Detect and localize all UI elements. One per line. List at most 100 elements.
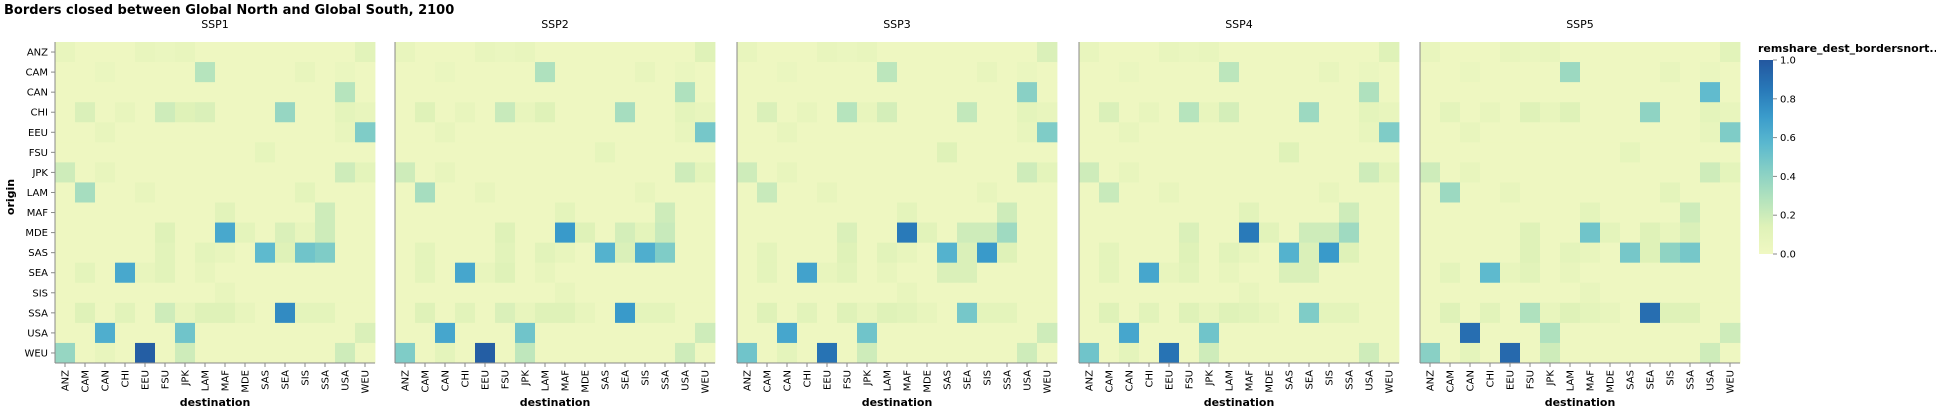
heatmap-cell (1319, 262, 1340, 284)
heatmap-cell (215, 342, 236, 364)
heatmap-cell (997, 62, 1018, 83)
heatmap-cell (917, 282, 938, 304)
heatmap-cell (1680, 242, 1701, 264)
x-tick-label: FSU (501, 370, 512, 389)
x-tick-label: CAM (81, 370, 92, 392)
heatmap-cell (897, 242, 918, 264)
heatmap-cell (797, 222, 818, 244)
heatmap-cell (435, 202, 456, 223)
heatmap-cell (395, 122, 416, 143)
heatmap-cell (1239, 222, 1260, 244)
heatmap-cell (797, 142, 818, 163)
heatmap-cell (1660, 242, 1681, 264)
heatmap-cell (1119, 262, 1140, 284)
heatmap-cell (1520, 202, 1541, 223)
heatmap-cell (957, 242, 978, 264)
heatmap-cell (1079, 302, 1100, 324)
heatmap-cell (255, 182, 276, 203)
heatmap-cell (1079, 102, 1100, 123)
heatmap-cell (1420, 222, 1441, 244)
heatmap-cell (957, 42, 978, 63)
heatmap-cell (1037, 162, 1058, 183)
heatmap-cell (175, 282, 196, 304)
heatmap-cell (1720, 282, 1741, 304)
heatmap-cell (475, 102, 496, 123)
heatmap-cell (295, 182, 316, 203)
heatmap-cell (877, 62, 898, 83)
heatmap-cell (155, 322, 176, 344)
heatmap-cell (1600, 282, 1621, 304)
heatmap-cell (1359, 302, 1380, 324)
heatmap-cell (415, 122, 436, 143)
heatmap-cell (215, 242, 236, 264)
heatmap-cell (757, 282, 778, 304)
heatmap-cell (857, 222, 878, 244)
heatmap-cell (997, 302, 1018, 324)
heatmap-cell (1199, 322, 1220, 344)
heatmap-cell (75, 42, 96, 63)
heatmap-cell (415, 162, 436, 183)
heatmap-cell (857, 162, 878, 183)
heatmap-cell (1440, 42, 1461, 63)
heatmap-cell (275, 202, 296, 223)
heatmap-cell (515, 82, 536, 103)
heatmap-cell (1600, 302, 1621, 324)
y-tick-label: LAM (27, 188, 48, 199)
heatmap-cell (797, 42, 818, 63)
heatmap-cell (1620, 262, 1641, 284)
heatmap-cell (857, 62, 878, 83)
heatmap-cell (1099, 222, 1120, 244)
heatmap-cell (1560, 342, 1581, 364)
heatmap-cell (655, 282, 676, 304)
heatmap-cell (1420, 142, 1441, 163)
heatmap-cell (335, 302, 356, 324)
x-tick-label: MAF (903, 370, 914, 391)
heatmap-cell (155, 62, 176, 83)
heatmap-cell (1660, 262, 1681, 284)
heatmap-cell (1720, 342, 1741, 364)
heatmap-cell (215, 162, 236, 183)
heatmap-cell (997, 262, 1018, 284)
heatmap-cell (215, 282, 236, 304)
heatmap-cell (1017, 122, 1038, 143)
heatmap-cell (575, 122, 596, 143)
heatmap-cell (515, 42, 536, 63)
heatmap-cell (737, 182, 758, 203)
heatmap-cell (1139, 62, 1160, 83)
heatmap-cell (1520, 82, 1541, 103)
heatmap-cell (435, 242, 456, 264)
heatmap-cell (1660, 282, 1681, 304)
heatmap-cell (95, 242, 116, 264)
heatmap-cell (817, 182, 838, 203)
heatmap-cell (917, 62, 938, 83)
heatmap-cell (1700, 202, 1721, 223)
heatmap-cell (1299, 222, 1320, 244)
heatmap-cell (1440, 342, 1461, 364)
heatmap-cell (655, 262, 676, 284)
heatmap-cell (1017, 102, 1038, 123)
heatmap-cell (635, 42, 656, 63)
heatmap-cell (155, 82, 176, 103)
heatmap-cell (757, 102, 778, 123)
heatmap-cell (957, 162, 978, 183)
heatmap-cell (1017, 262, 1038, 284)
heatmap-cell (1299, 42, 1320, 63)
heatmap-cell (395, 222, 416, 244)
heatmap-cell (1460, 62, 1481, 83)
heatmap-cell (1239, 62, 1260, 83)
heatmap-cell (917, 342, 938, 364)
heatmap-cell (1279, 102, 1300, 123)
heatmap-cell (435, 62, 456, 83)
heatmap-cell (1119, 122, 1140, 143)
heatmap-cell (695, 282, 716, 304)
heatmap-cell (675, 162, 696, 183)
x-tick-label: USA (1706, 370, 1717, 391)
heatmap-cell (1480, 262, 1501, 284)
heatmap-cell (1279, 342, 1300, 364)
heatmap-cell (1460, 42, 1481, 63)
heatmap-cell (235, 242, 256, 264)
heatmap-cell (937, 342, 958, 364)
heatmap-cell (395, 302, 416, 324)
heatmap-cell (515, 302, 536, 324)
heatmap-cell (1440, 322, 1461, 344)
